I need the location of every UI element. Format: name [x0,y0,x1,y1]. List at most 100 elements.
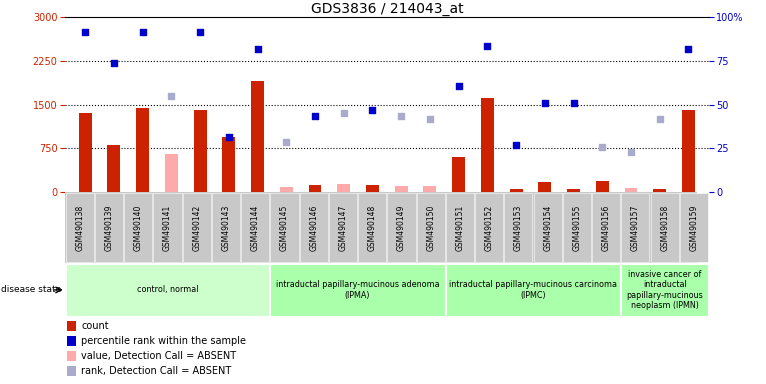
Bar [475,193,503,262]
Bar [251,81,264,192]
Bar [424,186,437,192]
Point [568,100,580,106]
Bar [124,193,152,262]
Bar [358,193,386,262]
Bar [300,193,328,262]
Bar [165,154,178,192]
Bar [650,193,679,262]
Text: GSM490138: GSM490138 [75,204,84,251]
Bar [481,98,494,192]
Text: GSM490143: GSM490143 [221,204,231,251]
Bar [452,157,465,192]
Point [280,139,293,146]
Point [366,108,378,114]
Bar [182,193,211,262]
Bar [563,193,591,262]
Bar [136,108,149,192]
Text: control, normal: control, normal [136,285,198,295]
Text: GSM490157: GSM490157 [631,204,640,251]
Text: GSM490142: GSM490142 [192,204,201,251]
Text: GSM490144: GSM490144 [250,204,260,251]
Point [108,60,120,66]
Point [453,83,465,89]
Text: GSM490159: GSM490159 [689,204,699,251]
Bar [621,193,650,262]
Text: GSM490152: GSM490152 [485,204,494,251]
Bar [280,187,293,192]
Bar [653,189,666,192]
Text: GSM490139: GSM490139 [104,204,113,251]
Point [79,29,91,35]
Text: GSM490155: GSM490155 [572,204,581,251]
Text: GSM490146: GSM490146 [309,204,318,251]
Text: GSM490140: GSM490140 [134,204,142,251]
Text: GSM490141: GSM490141 [163,204,172,251]
Bar [680,193,708,262]
Title: GDS3836 / 214043_at: GDS3836 / 214043_at [310,2,463,16]
Point [338,110,350,116]
Bar [417,193,445,262]
Point [481,43,493,50]
Bar [153,193,182,262]
Text: rank, Detection Call = ABSENT: rank, Detection Call = ABSENT [81,366,231,376]
Text: percentile rank within the sample: percentile rank within the sample [81,336,246,346]
Bar [366,185,379,192]
Text: GSM490145: GSM490145 [280,204,289,251]
Text: GSM490158: GSM490158 [660,204,669,251]
Bar [446,263,620,316]
Bar [66,193,93,262]
Text: intraductal papillary-mucinous carcinoma
(IPMC): intraductal papillary-mucinous carcinoma… [449,280,617,300]
Bar [241,193,270,262]
Point [223,134,235,140]
Bar [621,263,708,316]
Bar [67,351,76,361]
Point [625,149,637,156]
Bar [107,146,120,192]
Bar [388,193,415,262]
Text: GSM490156: GSM490156 [601,204,611,251]
Text: invasive cancer of
intraductal
papillary-mucinous
neoplasm (IPMN): invasive cancer of intraductal papillary… [627,270,703,310]
Bar [194,111,207,192]
Bar [270,263,445,316]
Point [683,46,695,52]
Text: GSM490148: GSM490148 [368,204,377,251]
Bar [567,189,580,192]
Bar [270,193,299,262]
Bar [538,182,552,192]
Bar [212,193,240,262]
Bar [509,189,522,192]
Text: GSM490150: GSM490150 [426,204,435,251]
Bar [79,113,92,192]
Point [251,46,264,52]
Text: GSM490153: GSM490153 [514,204,523,251]
Text: value, Detection Call = ABSENT: value, Detection Call = ABSENT [81,351,236,361]
Point [395,113,408,119]
Bar [624,188,637,192]
Point [136,29,149,35]
Text: GSM490147: GSM490147 [339,204,348,251]
Point [510,142,522,149]
Point [309,113,321,119]
Bar [534,193,561,262]
Point [596,144,608,150]
Bar [394,186,408,192]
Bar [592,193,620,262]
Bar [446,193,474,262]
Point [653,116,666,122]
Bar [596,181,609,192]
Bar [222,137,235,192]
Text: GSM490149: GSM490149 [397,204,406,251]
Text: GSM490151: GSM490151 [456,204,464,251]
Bar [67,336,76,346]
Text: count: count [81,321,109,331]
Bar [67,366,76,376]
Text: disease state: disease state [1,285,61,295]
Bar [66,263,270,316]
Point [424,116,436,122]
Point [194,29,206,35]
Bar [67,321,76,331]
Bar [309,185,322,192]
Bar [95,193,123,262]
Text: GSM490154: GSM490154 [543,204,552,251]
Point [165,93,178,99]
